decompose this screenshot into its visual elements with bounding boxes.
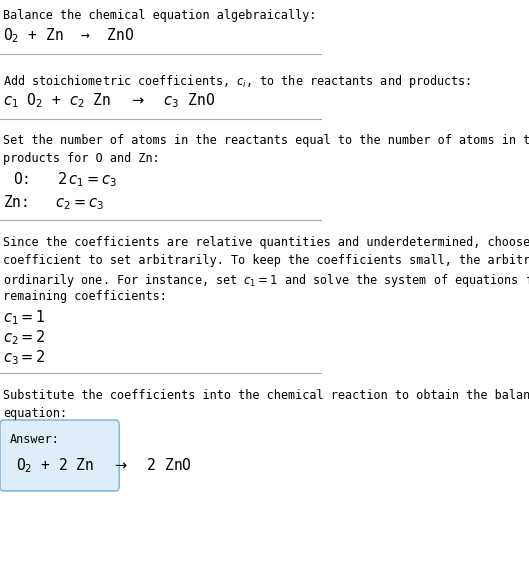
Text: O$_2$ + Zn  →  ZnO: O$_2$ + Zn → ZnO: [3, 27, 135, 45]
Text: Since the coefficients are relative quantities and underdetermined, choose a: Since the coefficients are relative quan…: [3, 236, 529, 249]
Text: $c_2 = 2$: $c_2 = 2$: [3, 328, 46, 347]
Text: coefficient to set arbitrarily. To keep the coefficients small, the arbitrary va: coefficient to set arbitrarily. To keep …: [3, 254, 529, 267]
Text: Zn:   $c_2 = c_3$: Zn: $c_2 = c_3$: [3, 193, 105, 212]
Text: remaining coefficients:: remaining coefficients:: [3, 290, 167, 303]
Text: O$_2$ + 2 Zn  $\rightarrow$  2 ZnO: O$_2$ + 2 Zn $\rightarrow$ 2 ZnO: [16, 456, 192, 475]
Text: $c_3 = 2$: $c_3 = 2$: [3, 349, 46, 367]
Text: products for O and Zn:: products for O and Zn:: [3, 153, 160, 166]
Text: Answer:: Answer:: [10, 433, 60, 446]
Text: Set the number of atoms in the reactants equal to the number of atoms in the: Set the number of atoms in the reactants…: [3, 134, 529, 147]
Text: $c_1$ O$_2$ + $c_2$ Zn  $\rightarrow$  $c_3$ ZnO: $c_1$ O$_2$ + $c_2$ Zn $\rightarrow$ $c_…: [3, 91, 215, 110]
Text: Balance the chemical equation algebraically:: Balance the chemical equation algebraica…: [3, 9, 317, 22]
Text: O:   $2\,c_1 = c_3$: O: $2\,c_1 = c_3$: [13, 171, 117, 189]
Text: ordinarily one. For instance, set $c_1 = 1$ and solve the system of equations fo: ordinarily one. For instance, set $c_1 =…: [3, 272, 529, 289]
Text: $c_1 = 1$: $c_1 = 1$: [3, 308, 46, 327]
Text: equation:: equation:: [3, 407, 67, 420]
FancyBboxPatch shape: [0, 420, 119, 491]
Text: Substitute the coefficients into the chemical reaction to obtain the balanced: Substitute the coefficients into the che…: [3, 388, 529, 401]
Text: Add stoichiometric coefficients, $c_i$, to the reactants and products:: Add stoichiometric coefficients, $c_i$, …: [3, 73, 471, 90]
